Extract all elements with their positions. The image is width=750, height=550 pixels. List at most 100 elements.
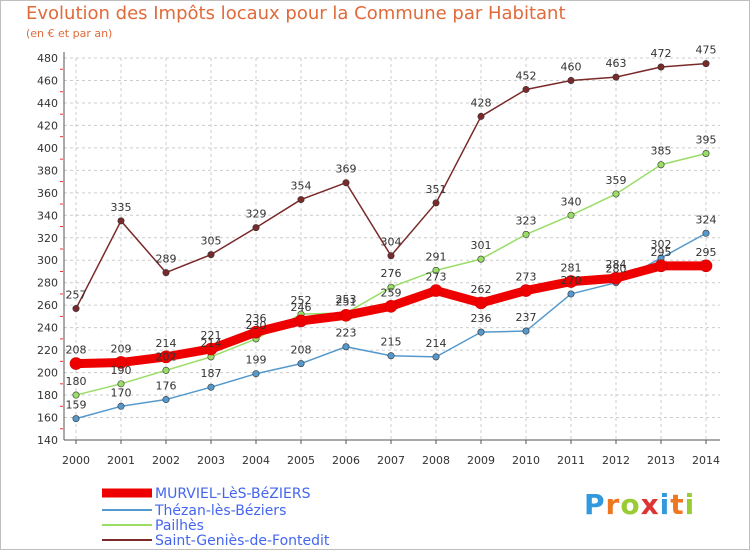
x-tick-label: 2009 [467,454,495,467]
y-tick-label: 440 [37,97,58,110]
data-label: 335 [111,201,132,214]
data-point [522,230,530,238]
data-label: 284 [606,258,627,271]
legend-label: Thézan-lès-Béziers [154,503,286,519]
data-label: 259 [381,286,402,299]
data-point [384,299,398,313]
data-label: 452 [516,69,537,82]
data-point [342,343,350,351]
chart-title: Evolution des Impôts locaux pour la Comm… [26,3,566,24]
y-tick-label: 160 [37,412,58,425]
data-point [387,283,395,291]
data-label: 236 [471,312,492,325]
data-point [162,366,170,374]
y-tick-label: 380 [37,164,58,177]
legend-label: MURVIEL-LèS-BéZIERS [155,486,311,502]
data-point [114,356,128,369]
data-point [294,314,308,328]
data-point [609,271,623,285]
x-tick-label: 2007 [377,454,405,467]
y-tick-label: 340 [37,209,58,222]
data-label: 236 [246,312,267,325]
data-point [252,224,260,232]
data-point [207,251,215,259]
data-label: 359 [606,174,627,187]
data-point [702,229,710,237]
data-label: 329 [246,208,267,221]
data-label: 257 [66,289,87,302]
data-point [72,305,80,313]
data-point [612,73,620,81]
data-label: 305 [201,235,222,248]
data-point [342,179,350,187]
data-label: 281 [561,262,582,275]
y-tick-label: 280 [37,277,58,290]
y-tick-label: 400 [37,142,58,155]
logo-letter: x [640,488,660,521]
data-label: 170 [111,386,132,399]
data-point [519,284,533,297]
data-label: 214 [156,337,177,350]
data-point [339,308,353,322]
data-label: 223 [336,327,357,340]
data-point [162,269,170,277]
x-tick-label: 2012 [602,454,630,467]
data-point [207,383,215,391]
data-label: 251 [336,295,357,308]
data-point [474,296,488,310]
data-label: 354 [291,180,312,193]
data-label: 395 [696,134,717,147]
data-label: 302 [651,238,672,251]
data-point [432,353,440,361]
data-point [657,63,665,71]
y-tick-label: 320 [37,232,58,245]
data-label: 428 [471,96,492,109]
data-label: 463 [606,57,627,70]
data-point [522,327,530,335]
data-label: 273 [426,271,447,284]
data-point [69,357,83,370]
data-label: 475 [696,44,717,57]
data-label: 295 [651,246,672,259]
data-label: 187 [201,367,222,380]
legend-label: Saint-Geniès-de-Fontedit [155,533,330,549]
data-point [117,217,125,225]
x-tick-label: 2003 [197,454,225,467]
data-point [432,199,440,207]
data-label: 190 [111,364,132,377]
data-point [657,161,665,169]
data-label: 253 [336,293,357,306]
data-label: 280 [606,263,627,276]
data-label: 385 [651,145,672,158]
data-point [702,60,710,68]
data-label: 273 [516,271,537,284]
data-point [432,266,440,274]
data-label: 221 [201,329,222,342]
data-point [72,415,80,423]
data-label: 159 [66,399,87,412]
data-label: 176 [156,380,177,393]
data-label: 180 [66,375,87,388]
data-point [654,259,668,273]
data-point [567,211,575,219]
x-tick-label: 2014 [692,454,720,467]
data-point [699,259,713,273]
y-tick-label: 420 [37,119,58,132]
data-label: 276 [381,267,402,280]
data-label: 340 [561,195,582,208]
logo-letter: r [605,488,621,521]
chart-subtitle: (en € et par an) [26,27,113,40]
data-point [387,352,395,360]
data-label: 214 [426,337,447,350]
data-label: 209 [111,342,132,355]
data-label: 208 [291,344,312,357]
data-point [522,85,530,93]
data-point [252,370,260,378]
data-point [429,284,443,297]
data-point [477,328,485,336]
data-point [567,290,575,298]
y-tick-label: 220 [37,344,58,357]
x-tick-label: 2008 [422,454,450,467]
x-tick-label: 2006 [332,454,360,467]
y-tick-label: 460 [37,74,58,87]
